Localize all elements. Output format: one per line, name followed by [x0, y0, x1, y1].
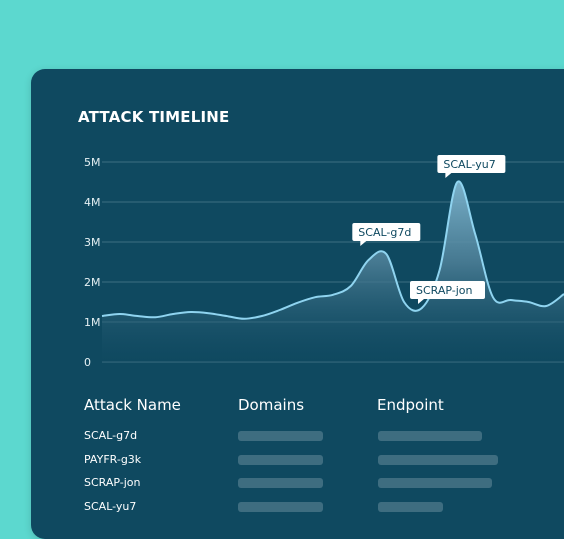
endpoint-placeholder-bar	[378, 478, 493, 488]
attack-name-cell[interactable]: SCAL-yu7	[84, 500, 137, 513]
y-tick-label: 1M	[84, 316, 101, 329]
endpoint-placeholder-bar	[378, 455, 498, 465]
annotation-label: SCRAP-jon	[416, 284, 473, 297]
timeline-area	[102, 181, 564, 362]
endpoint-placeholder-bar	[378, 431, 482, 441]
annotation-pointer	[445, 173, 452, 178]
y-tick-label: 4M	[84, 196, 101, 209]
y-tick-label: 5M	[84, 156, 101, 169]
column-header-endpoint[interactable]: Endpoint	[377, 396, 444, 414]
column-header-domains[interactable]: Domains	[238, 396, 305, 414]
card-title: ATTACK TIMELINE	[78, 108, 230, 126]
attack-name-cell[interactable]: SCAL-g7d	[84, 429, 138, 442]
annotation-label: SCAL-g7d	[358, 226, 411, 239]
annotation-label: SCAL-yu7	[443, 158, 495, 171]
attack-name-cell[interactable]: PAYFR-g3k	[84, 453, 142, 466]
annotation-pointer	[360, 241, 367, 246]
annotation-scal-g7d: SCAL-g7d	[352, 223, 421, 246]
attack-name-cell[interactable]: SCRAP-jon	[84, 476, 141, 489]
annotation-box	[352, 223, 421, 241]
domains-placeholder-bar	[238, 478, 323, 488]
y-tick-label: 2M	[84, 276, 101, 289]
timeline-line	[101, 180, 564, 320]
attack-timeline-chart: 5M 4M 3M 2M 1M 0 SCAL-g7d SCAL-yu7 SCRAP-jon	[84, 155, 564, 369]
annotation-scrap-jon: SCRAP-jon	[410, 281, 485, 304]
annotation-scal-yu7: SCAL-yu7	[437, 155, 506, 178]
column-header-attack-name[interactable]: Attack Name	[84, 396, 181, 414]
annotation-box	[410, 281, 485, 299]
domains-placeholder-bar	[238, 455, 323, 465]
annotation-box	[437, 155, 506, 173]
annotation-pointer	[418, 299, 424, 304]
domains-placeholder-bar	[238, 502, 323, 512]
y-tick-label: 0	[84, 356, 91, 369]
domains-placeholder-bar	[238, 431, 323, 441]
endpoint-placeholder-bar	[378, 502, 443, 512]
y-tick-label: 3M	[84, 236, 101, 249]
